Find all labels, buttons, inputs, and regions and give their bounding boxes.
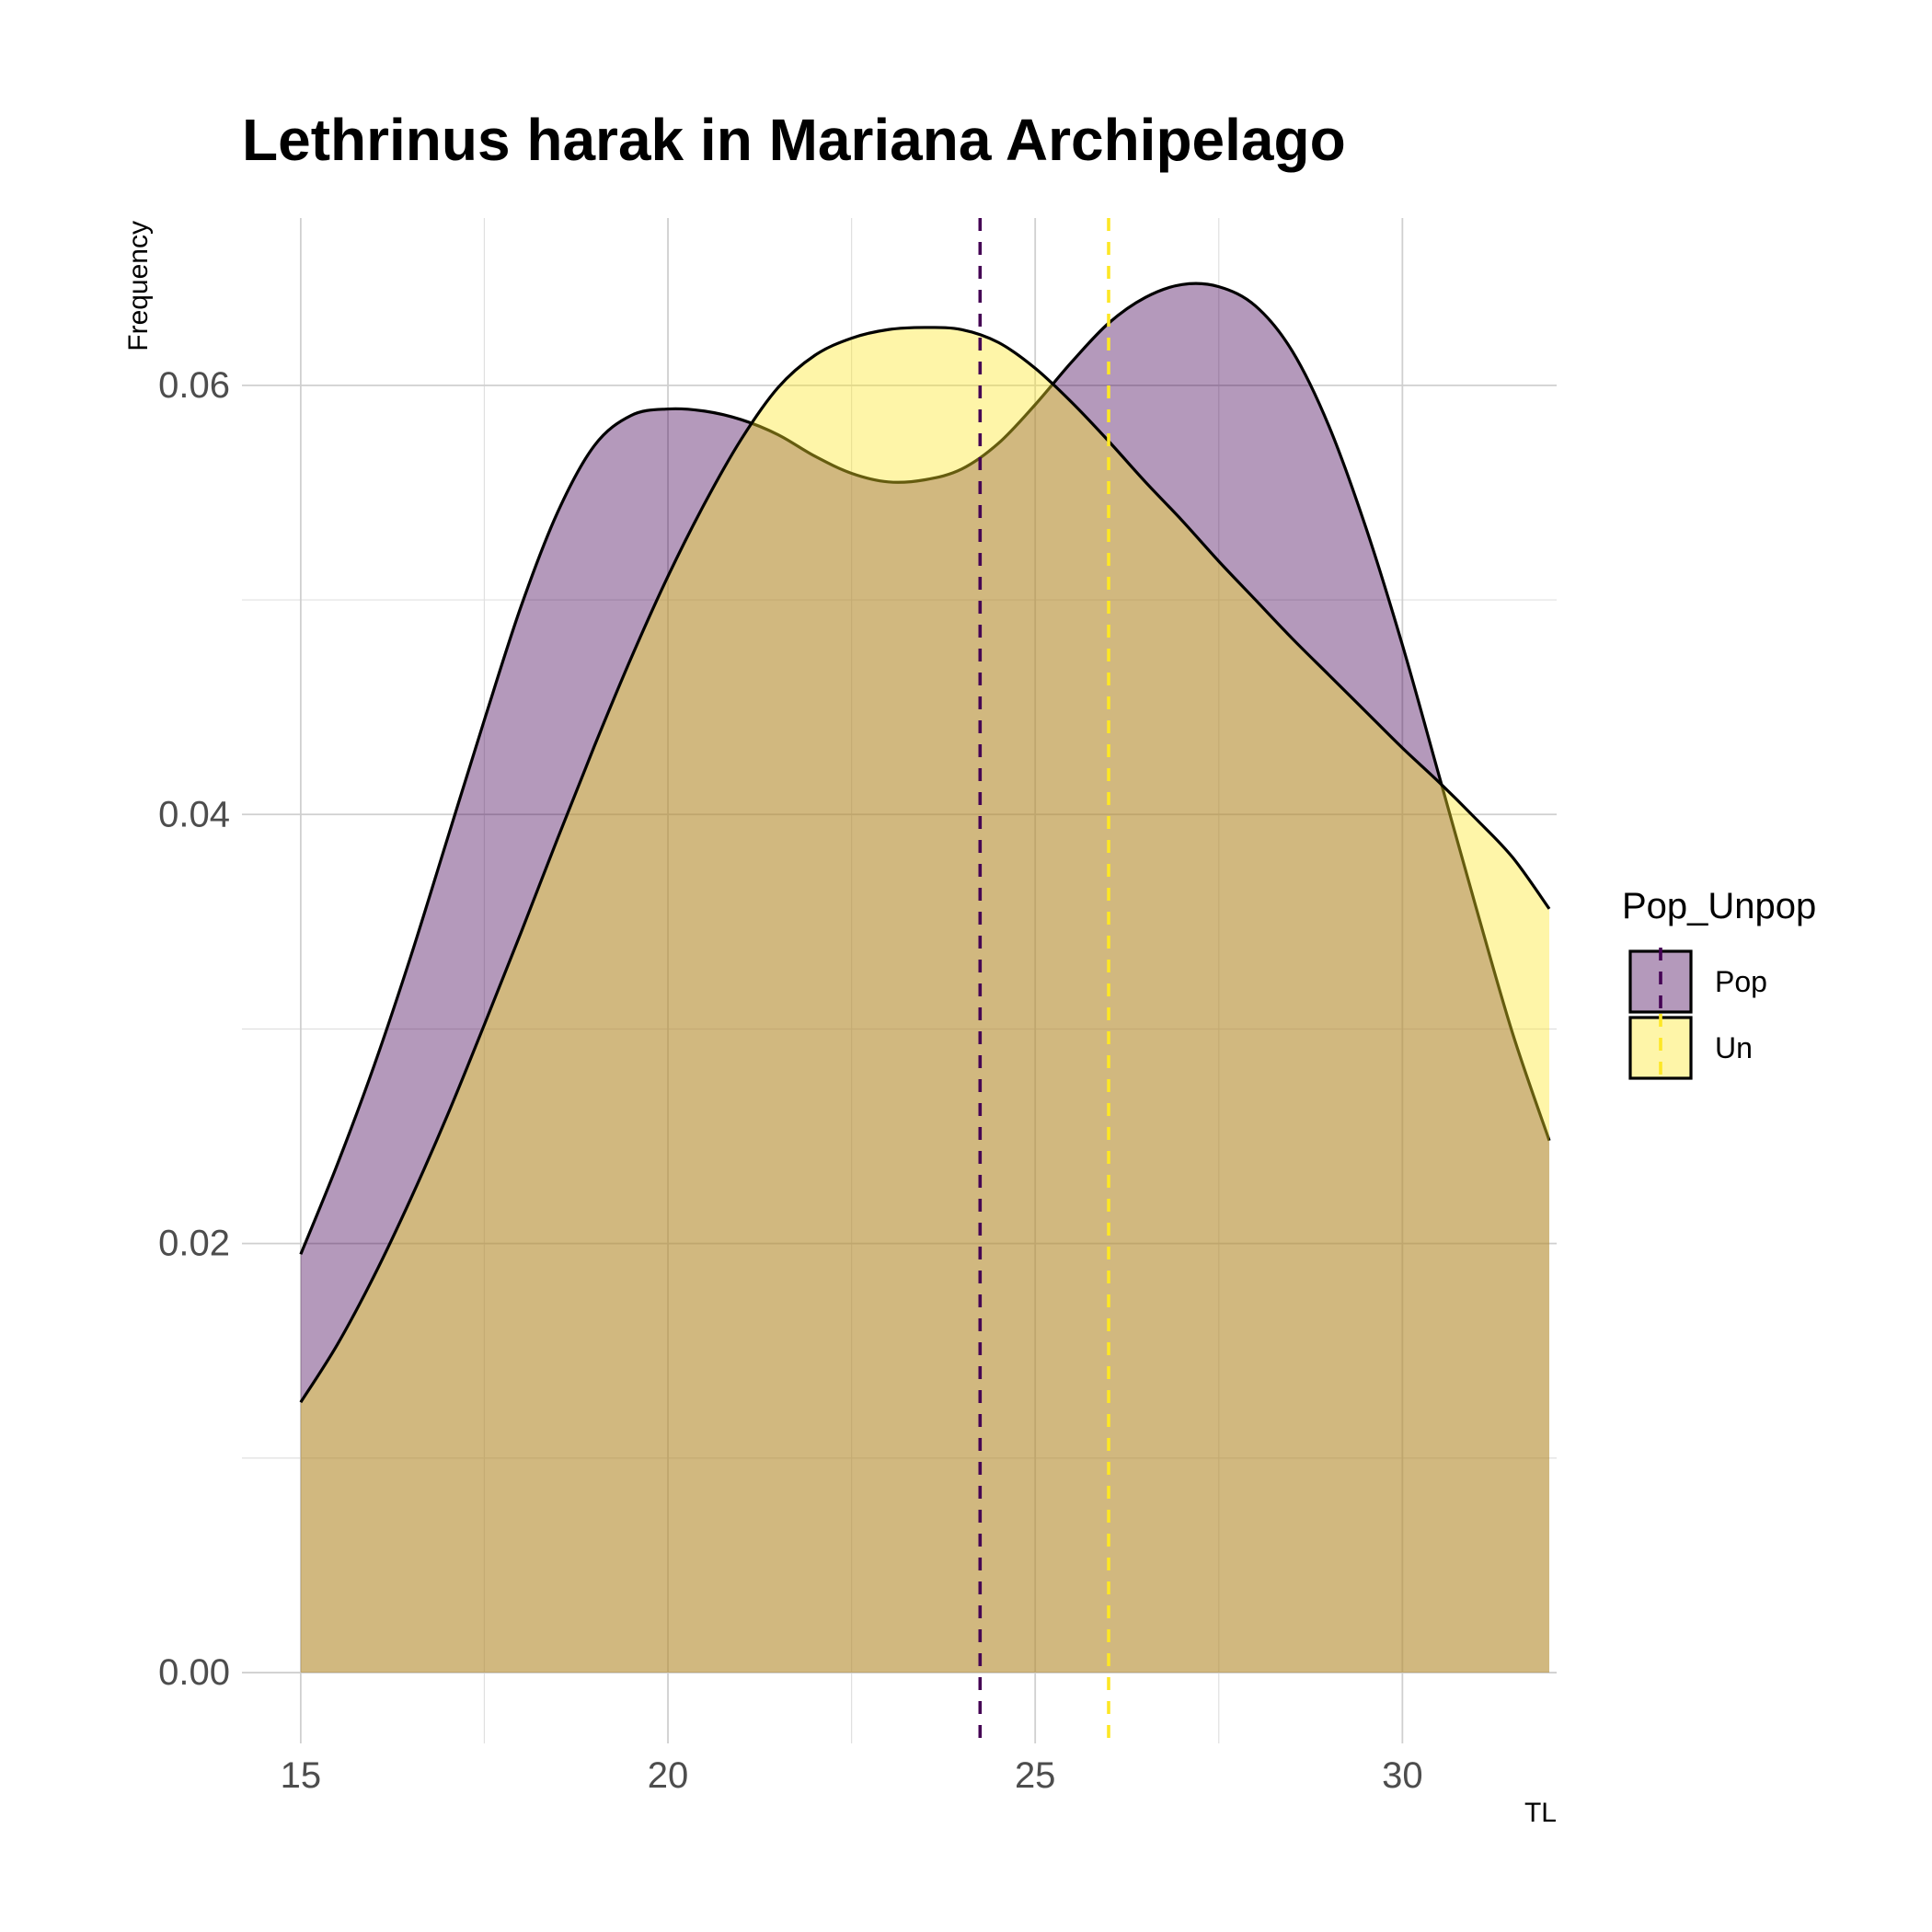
density-areas [299, 282, 1551, 1673]
legend: Pop_Unpop Pop Un [1622, 886, 1816, 1082]
x-axis-ticks: 15 20 25 30 [281, 1755, 1423, 1796]
y-tick-label: 0.02 [158, 1224, 230, 1264]
density-area-pop [300, 283, 1550, 1673]
x-tick-label: 15 [281, 1755, 322, 1796]
y-tick-label: 0.04 [158, 794, 230, 834]
y-axis-ticks: 0.00 0.02 0.04 0.06 [158, 365, 230, 1693]
x-tick-label: 30 [1382, 1755, 1423, 1796]
chart-title: Lethrinus harak in Mariana Archipelago [242, 107, 1346, 173]
y-tick-label: 0.06 [158, 365, 230, 406]
major-gridlines [242, 218, 1557, 1743]
x-axis-label: TL [1524, 1798, 1557, 1828]
density-area-un [300, 327, 1550, 1673]
legend-label-un: Un [1715, 1031, 1753, 1064]
mean-lines [978, 218, 1110, 1743]
density-line-pop [299, 282, 1551, 1255]
legend-label-pop: Pop [1715, 965, 1767, 998]
density-line-un [299, 326, 1551, 1404]
x-tick-label: 20 [648, 1755, 689, 1796]
y-axis-label: Frequency [123, 221, 154, 351]
legend-title: Pop_Unpop [1622, 886, 1816, 926]
x-tick-label: 25 [1015, 1755, 1056, 1796]
y-tick-label: 0.00 [158, 1652, 230, 1693]
